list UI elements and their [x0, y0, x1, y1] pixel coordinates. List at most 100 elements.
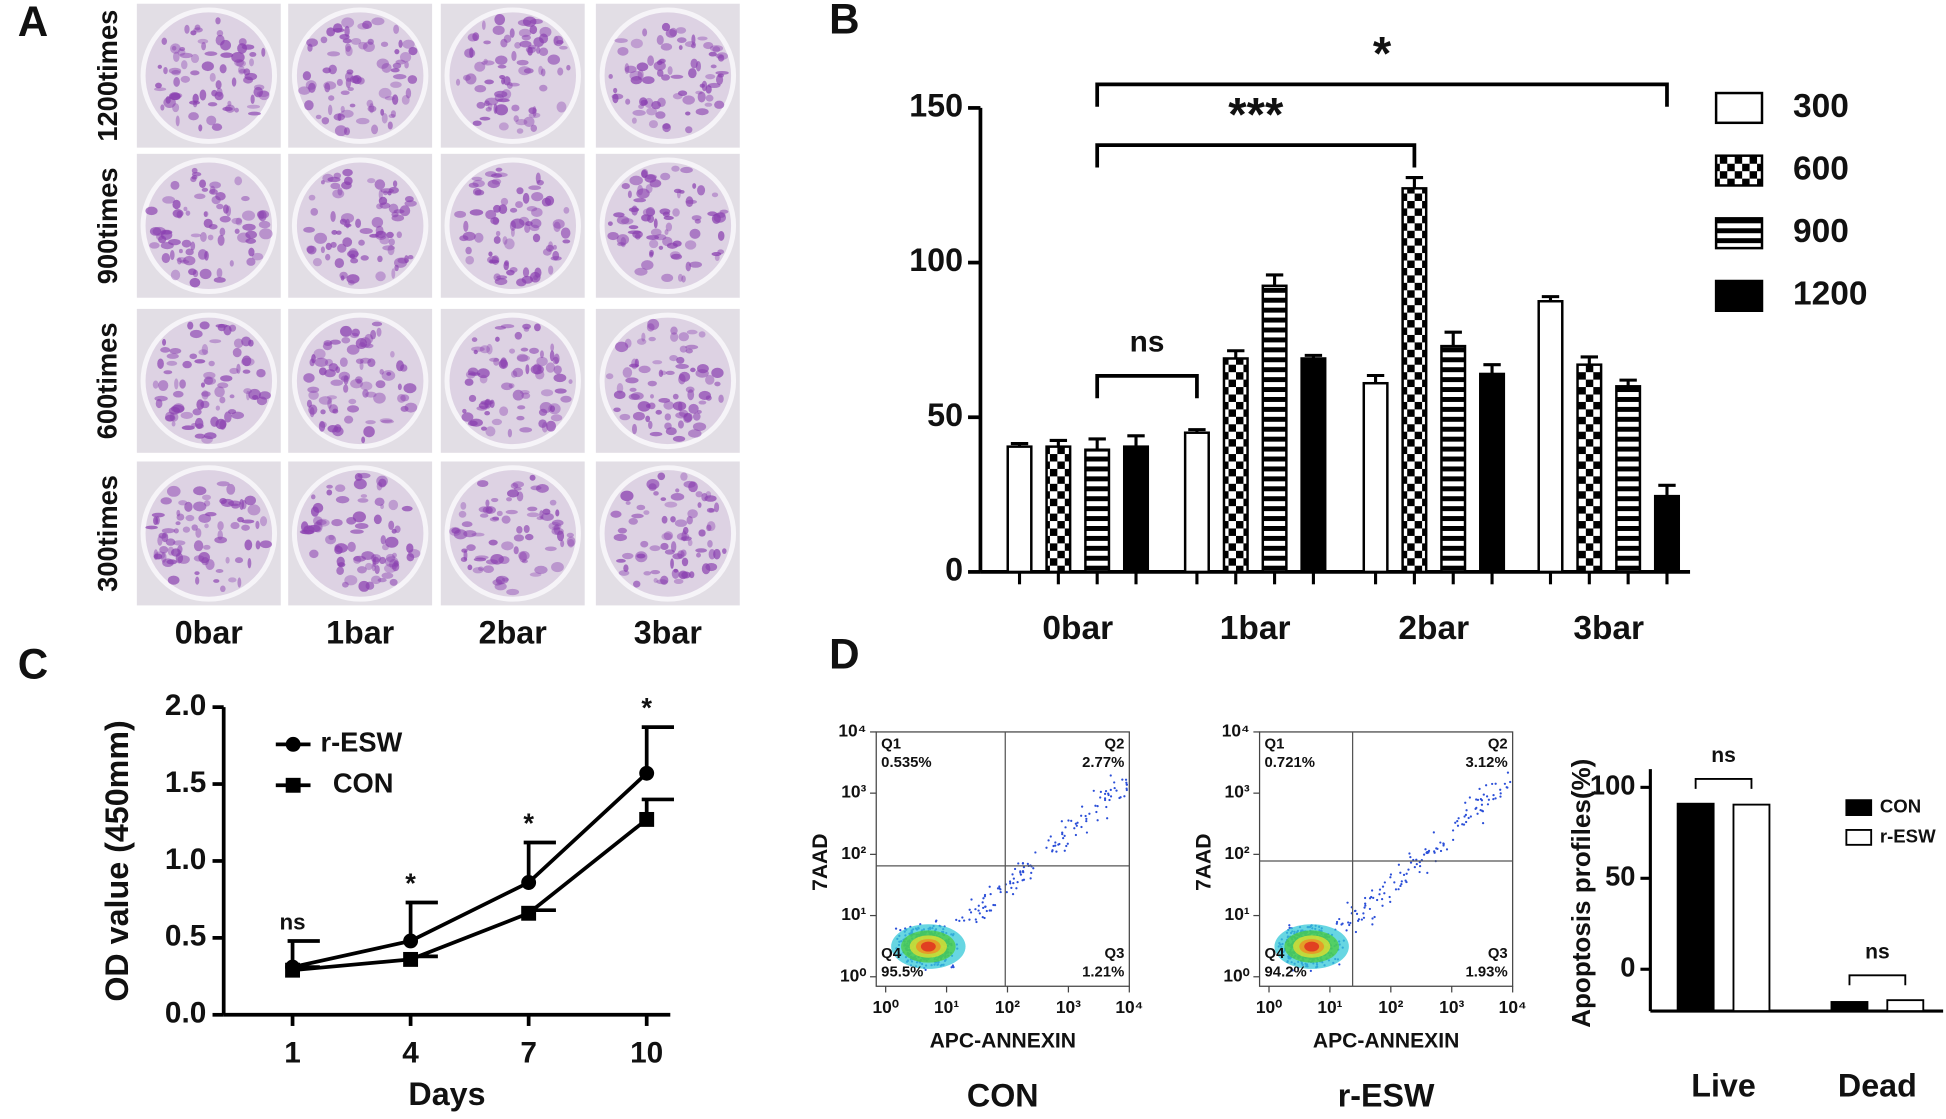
quadrant-percent: 95.5%	[881, 965, 923, 981]
event-dot	[1013, 867, 1017, 871]
event-dot	[1492, 797, 1495, 801]
colony	[617, 242, 626, 247]
colony	[472, 120, 482, 126]
colony	[331, 230, 338, 235]
event-dot	[1461, 823, 1464, 826]
bar	[1362, 381, 1389, 574]
colony	[326, 489, 333, 496]
colony	[513, 486, 522, 491]
colony	[695, 108, 709, 116]
colony	[481, 60, 495, 66]
colony	[509, 348, 516, 354]
colony	[553, 221, 561, 233]
colony	[509, 266, 518, 273]
colony	[620, 490, 634, 502]
x-tick-label: 10⁴	[1499, 997, 1527, 1017]
event-dot	[983, 893, 987, 897]
colony	[326, 27, 336, 37]
colony	[511, 50, 517, 62]
colony	[342, 38, 352, 44]
colony	[519, 427, 533, 433]
colony	[699, 83, 706, 88]
colony	[658, 58, 665, 64]
colony	[195, 576, 200, 585]
colony	[381, 62, 392, 73]
colony	[241, 524, 250, 531]
colony	[670, 558, 674, 569]
colony	[325, 242, 332, 251]
colony	[382, 245, 396, 251]
colony	[475, 555, 489, 560]
colony	[190, 241, 196, 251]
event-dot	[1478, 787, 1481, 790]
colony	[229, 394, 235, 399]
colony	[683, 412, 693, 423]
colony	[650, 569, 661, 575]
colony	[310, 207, 319, 216]
colony	[182, 360, 192, 369]
colony	[169, 348, 182, 355]
colony	[661, 22, 671, 32]
event-dot	[1485, 795, 1489, 798]
event-dot	[1067, 819, 1070, 822]
colony	[502, 236, 508, 245]
colony	[392, 180, 398, 188]
colony	[396, 231, 402, 239]
colony	[365, 420, 376, 425]
colony	[190, 233, 202, 238]
colony	[382, 190, 389, 196]
colony	[500, 357, 507, 368]
colony	[551, 519, 564, 527]
colony	[170, 180, 180, 190]
event-dot	[1456, 819, 1459, 823]
event-dot	[1347, 921, 1350, 924]
well-image	[288, 153, 433, 298]
colony	[306, 245, 315, 254]
event-dot	[1105, 805, 1108, 809]
colony	[643, 510, 650, 515]
colony	[670, 74, 684, 79]
colony	[298, 86, 311, 95]
colony	[524, 533, 534, 541]
colony	[698, 390, 711, 400]
event-dot	[977, 904, 980, 907]
event-dot	[1371, 923, 1374, 926]
event-dot	[1506, 771, 1510, 774]
colony	[677, 90, 688, 97]
colony	[172, 403, 185, 414]
colony	[252, 395, 259, 400]
column-label: 3bar	[634, 615, 703, 651]
row-label: 1200times	[92, 10, 123, 142]
event-dot	[1363, 906, 1366, 909]
colony	[404, 61, 409, 69]
colony	[393, 560, 400, 567]
event-dot	[1109, 788, 1112, 791]
colony	[328, 534, 335, 541]
colony	[499, 406, 509, 417]
event-dot	[1099, 790, 1102, 793]
colony	[632, 230, 643, 239]
colony	[522, 323, 531, 330]
colony	[362, 20, 373, 30]
colony	[377, 255, 383, 263]
colony	[249, 58, 254, 67]
colony	[242, 369, 251, 374]
event-dot	[1109, 774, 1112, 777]
colony	[355, 218, 362, 229]
event-dot	[1032, 867, 1035, 870]
colony	[309, 549, 319, 559]
colony	[673, 568, 679, 573]
colony	[539, 26, 552, 38]
colony	[145, 525, 158, 530]
colony	[685, 196, 694, 208]
colony	[545, 244, 554, 252]
event-dot	[1407, 868, 1410, 871]
event-dot	[1436, 847, 1439, 850]
significance-bracket	[1095, 374, 1199, 399]
colony	[506, 497, 512, 502]
colony	[669, 251, 681, 259]
event-dot	[1424, 848, 1427, 851]
colony	[162, 196, 176, 204]
colony	[145, 206, 158, 216]
colony	[220, 375, 233, 382]
